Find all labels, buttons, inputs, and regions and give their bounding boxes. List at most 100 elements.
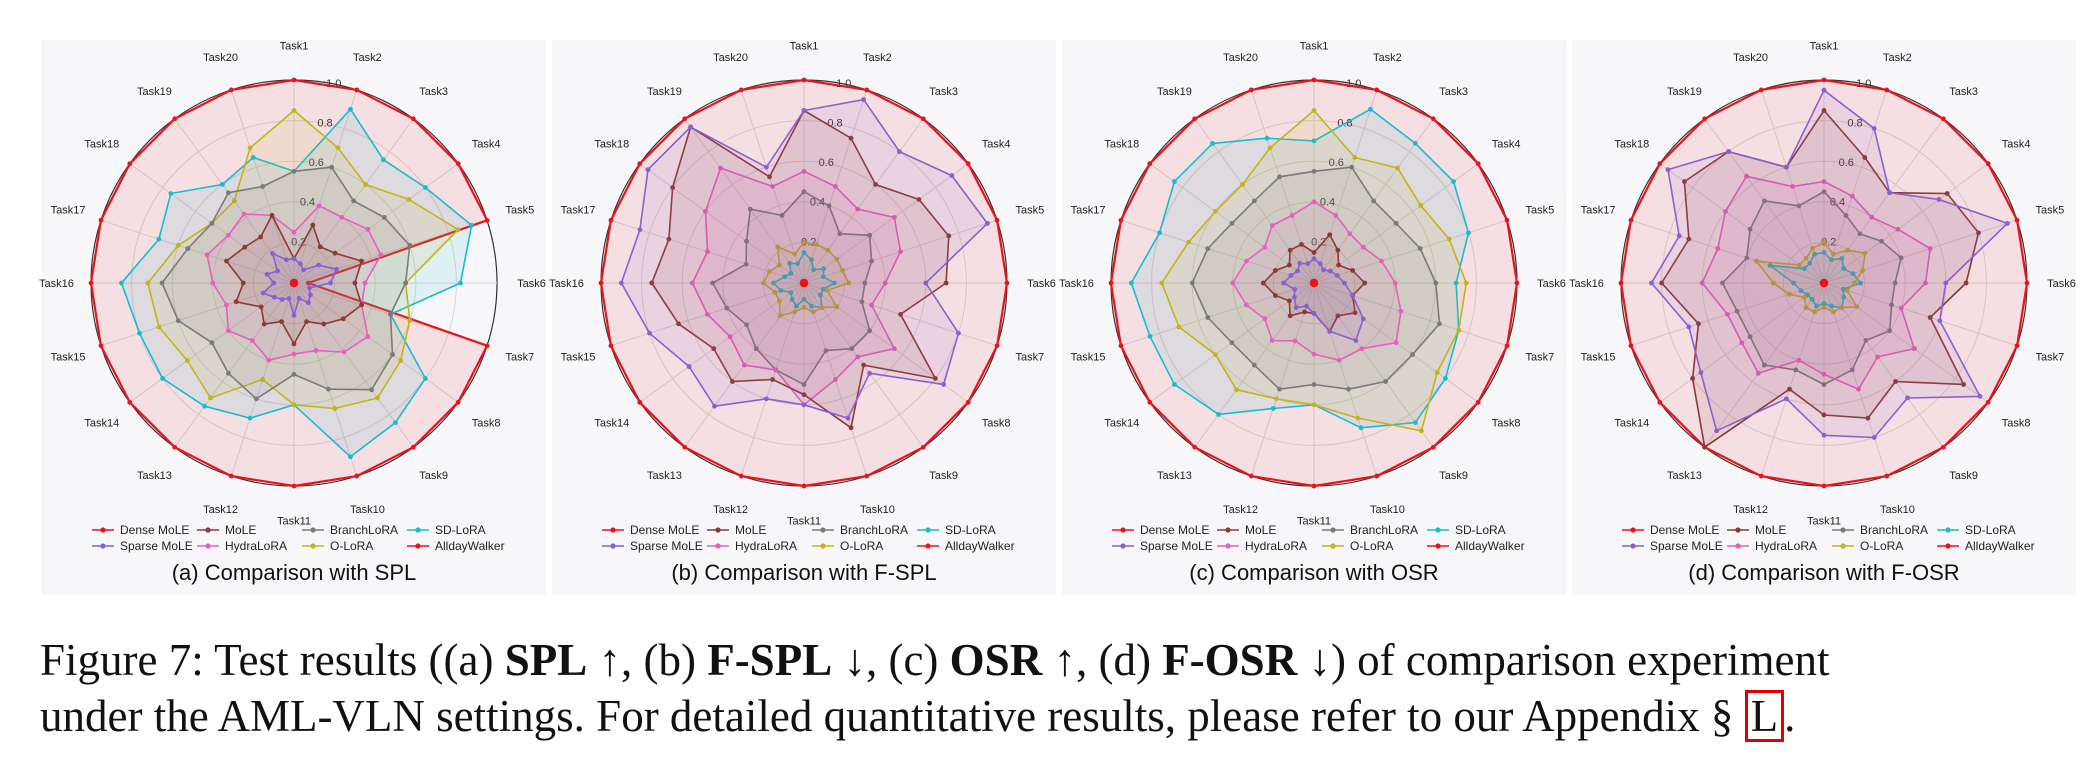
data-point <box>1410 352 1415 357</box>
data-point <box>378 252 384 258</box>
data-point <box>862 280 868 286</box>
data-point <box>1814 303 1819 309</box>
task-label: Task18 <box>1614 138 1649 150</box>
data-point <box>1821 432 1827 438</box>
data-point <box>275 268 280 274</box>
data-point <box>814 241 819 247</box>
data-point <box>1295 268 1300 274</box>
data-point <box>359 258 364 264</box>
task-label: Task2 <box>1373 52 1402 64</box>
data-point <box>809 257 814 263</box>
data-point <box>1767 263 1773 268</box>
data-point <box>301 267 306 273</box>
data-point <box>1299 241 1304 247</box>
spoke <box>293 89 358 284</box>
legend-marker <box>1840 527 1846 533</box>
data-point <box>422 185 428 190</box>
data-point <box>145 280 151 286</box>
data-point <box>647 330 652 336</box>
data-point <box>332 250 338 256</box>
data-point <box>788 271 794 276</box>
data-point <box>455 227 461 233</box>
data-point <box>738 473 744 479</box>
data-point <box>260 377 266 382</box>
data-point <box>618 280 624 286</box>
series-branchlora <box>1189 164 1442 392</box>
data-point <box>1368 106 1373 112</box>
radial-tick-label: 0.8 <box>317 117 332 129</box>
data-point <box>307 285 312 291</box>
data-point <box>1770 280 1776 286</box>
data-point <box>1871 126 1877 131</box>
data-point <box>637 399 643 405</box>
data-point <box>1362 280 1368 286</box>
data-point <box>1755 370 1761 376</box>
data-point <box>286 296 292 301</box>
data-point <box>1350 293 1356 298</box>
caption-line-2: under the AML-VLN settings. For detailed… <box>40 688 2080 744</box>
task-label: Task19 <box>647 86 682 98</box>
spoke <box>293 282 414 448</box>
data-point <box>1863 338 1869 343</box>
data-point <box>291 351 297 357</box>
data-point <box>1747 334 1753 340</box>
data-point <box>2024 280 2030 286</box>
data-point <box>1413 420 1418 425</box>
data-point <box>1821 300 1827 306</box>
spoke <box>174 282 295 448</box>
task-label: Task12 <box>1223 504 1258 516</box>
data-point <box>209 220 215 226</box>
data-point <box>1446 236 1452 242</box>
data-point <box>776 298 782 304</box>
legend-marker <box>820 527 826 533</box>
data-point <box>801 483 807 489</box>
task-label: Task6 <box>2047 278 2076 290</box>
data-point <box>291 229 297 235</box>
data-point <box>1248 87 1254 93</box>
data-point <box>305 280 311 286</box>
task-label: Task19 <box>1667 86 1702 98</box>
series-o-lora <box>1754 240 1868 315</box>
data-point <box>897 149 902 155</box>
task-label: Task2 <box>1883 52 1912 64</box>
data-point <box>1887 328 1893 334</box>
data-point <box>1807 260 1813 266</box>
data-point <box>744 238 749 244</box>
data-point <box>1504 217 1510 223</box>
data-point <box>795 261 801 267</box>
data-point <box>328 280 333 286</box>
data-point <box>994 343 1000 349</box>
data-point <box>1433 280 1439 286</box>
data-point <box>1628 343 1634 349</box>
radial-tick-label: 0.6 <box>309 157 324 169</box>
data-point <box>861 362 867 368</box>
spoke <box>803 118 924 284</box>
task-label: Task15 <box>1071 351 1106 363</box>
legend-item: O-LoRA <box>812 539 883 553</box>
task-label: Task8 <box>1492 418 1521 430</box>
legend-label: Dense MoLE <box>1140 523 1209 537</box>
data-point <box>1686 324 1692 330</box>
data-point <box>1270 406 1276 411</box>
data-point <box>1192 116 1198 122</box>
data-point <box>264 271 270 277</box>
data-point <box>1798 288 1804 293</box>
legend-label: Sparse MoLE <box>1140 539 1213 553</box>
legend-item: Dense MoLE <box>92 523 189 537</box>
data-point <box>763 164 769 170</box>
data-point <box>1466 230 1471 236</box>
data-point <box>1311 138 1317 144</box>
data-point <box>1334 273 1340 278</box>
legend-label: Dense MoLE <box>120 523 189 537</box>
data-point <box>241 211 247 217</box>
legend-item: SD-LoRA <box>407 523 486 537</box>
data-point <box>1360 316 1366 322</box>
data-point <box>291 278 296 284</box>
task-label: Task7 <box>506 351 535 363</box>
data-point <box>1699 280 1705 286</box>
appendix-link[interactable]: L <box>1744 690 1785 742</box>
legend-label: HydraLoRA <box>1245 539 1307 553</box>
task-label: Task3 <box>1439 86 1468 98</box>
data-point <box>266 357 272 363</box>
data-point <box>849 346 855 352</box>
